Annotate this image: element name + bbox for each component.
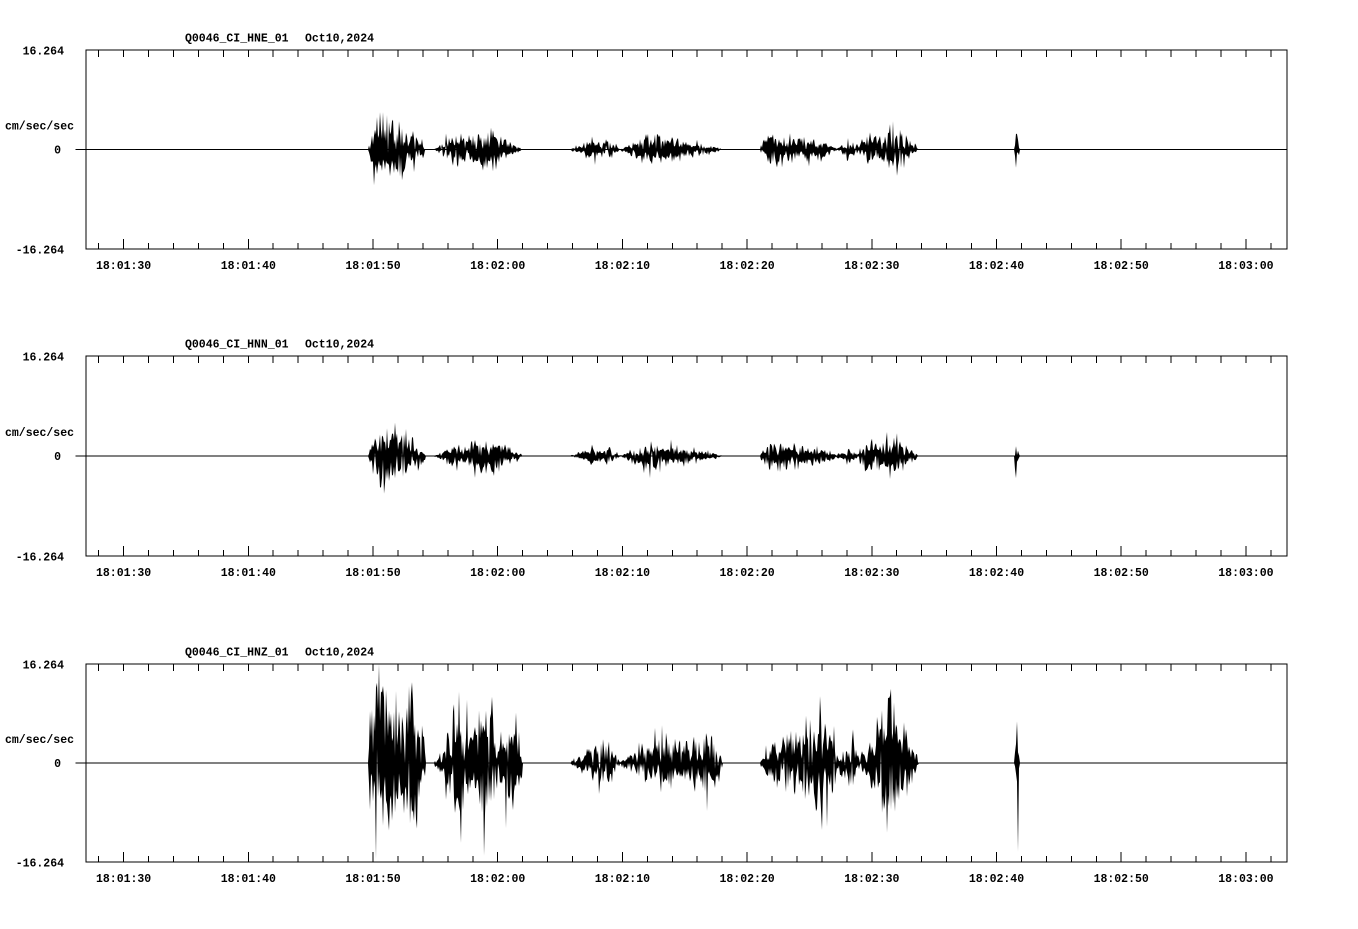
svg-text:-16.264: -16.264 bbox=[16, 858, 64, 871]
svg-text:18:02:20: 18:02:20 bbox=[719, 260, 774, 273]
svg-text:18:02:10: 18:02:10 bbox=[595, 567, 650, 580]
svg-text:16.264: 16.264 bbox=[23, 46, 65, 59]
svg-text:18:01:40: 18:01:40 bbox=[221, 873, 276, 886]
svg-text:0: 0 bbox=[54, 451, 61, 464]
svg-text:Oct10,2024: Oct10,2024 bbox=[305, 33, 374, 46]
svg-text:-16.264: -16.264 bbox=[16, 245, 64, 258]
svg-text:18:02:40: 18:02:40 bbox=[969, 873, 1024, 886]
svg-text:18:02:30: 18:02:30 bbox=[844, 260, 899, 273]
svg-text:18:02:10: 18:02:10 bbox=[595, 873, 650, 886]
svg-text:18:01:40: 18:01:40 bbox=[221, 567, 276, 580]
svg-text:18:02:10: 18:02:10 bbox=[595, 260, 650, 273]
svg-text:18:01:50: 18:01:50 bbox=[345, 567, 400, 580]
svg-text:18:02:00: 18:02:00 bbox=[470, 873, 525, 886]
svg-text:18:02:50: 18:02:50 bbox=[1094, 873, 1149, 886]
svg-text:0: 0 bbox=[54, 145, 61, 158]
svg-text:18:03:00: 18:03:00 bbox=[1218, 873, 1273, 886]
svg-text:Oct10,2024: Oct10,2024 bbox=[305, 647, 374, 660]
svg-text:18:02:00: 18:02:00 bbox=[470, 260, 525, 273]
svg-text:18:02:20: 18:02:20 bbox=[719, 567, 774, 580]
svg-text:16.264: 16.264 bbox=[23, 352, 65, 365]
svg-text:18:03:00: 18:03:00 bbox=[1218, 567, 1273, 580]
svg-text:18:01:40: 18:01:40 bbox=[221, 260, 276, 273]
svg-text:18:01:30: 18:01:30 bbox=[96, 567, 151, 580]
svg-text:18:02:40: 18:02:40 bbox=[969, 567, 1024, 580]
svg-text:18:02:50: 18:02:50 bbox=[1094, 260, 1149, 273]
svg-text:18:02:30: 18:02:30 bbox=[844, 873, 899, 886]
svg-text:cm/sec/sec: cm/sec/sec bbox=[5, 734, 74, 747]
svg-text:0: 0 bbox=[54, 758, 61, 771]
svg-text:-16.264: -16.264 bbox=[16, 552, 64, 565]
svg-text:18:02:40: 18:02:40 bbox=[969, 260, 1024, 273]
svg-text:18:01:30: 18:01:30 bbox=[96, 873, 151, 886]
svg-text:Oct10,2024: Oct10,2024 bbox=[305, 339, 374, 352]
svg-text:18:02:00: 18:02:00 bbox=[470, 567, 525, 580]
svg-text:18:02:30: 18:02:30 bbox=[844, 567, 899, 580]
svg-text:Q0046_CI_HNE_01: Q0046_CI_HNE_01 bbox=[185, 33, 289, 46]
svg-text:18:01:50: 18:01:50 bbox=[345, 873, 400, 886]
svg-text:18:01:30: 18:01:30 bbox=[96, 260, 151, 273]
svg-text:Q0046_CI_HNZ_01: Q0046_CI_HNZ_01 bbox=[185, 647, 289, 660]
svg-text:cm/sec/sec: cm/sec/sec bbox=[5, 427, 74, 440]
svg-text:18:02:20: 18:02:20 bbox=[719, 873, 774, 886]
svg-text:18:03:00: 18:03:00 bbox=[1218, 260, 1273, 273]
svg-text:Q0046_CI_HNN_01: Q0046_CI_HNN_01 bbox=[185, 339, 289, 352]
svg-text:16.264: 16.264 bbox=[23, 660, 65, 673]
svg-text:cm/sec/sec: cm/sec/sec bbox=[5, 121, 74, 134]
svg-text:18:01:50: 18:01:50 bbox=[345, 260, 400, 273]
svg-text:18:02:50: 18:02:50 bbox=[1094, 567, 1149, 580]
